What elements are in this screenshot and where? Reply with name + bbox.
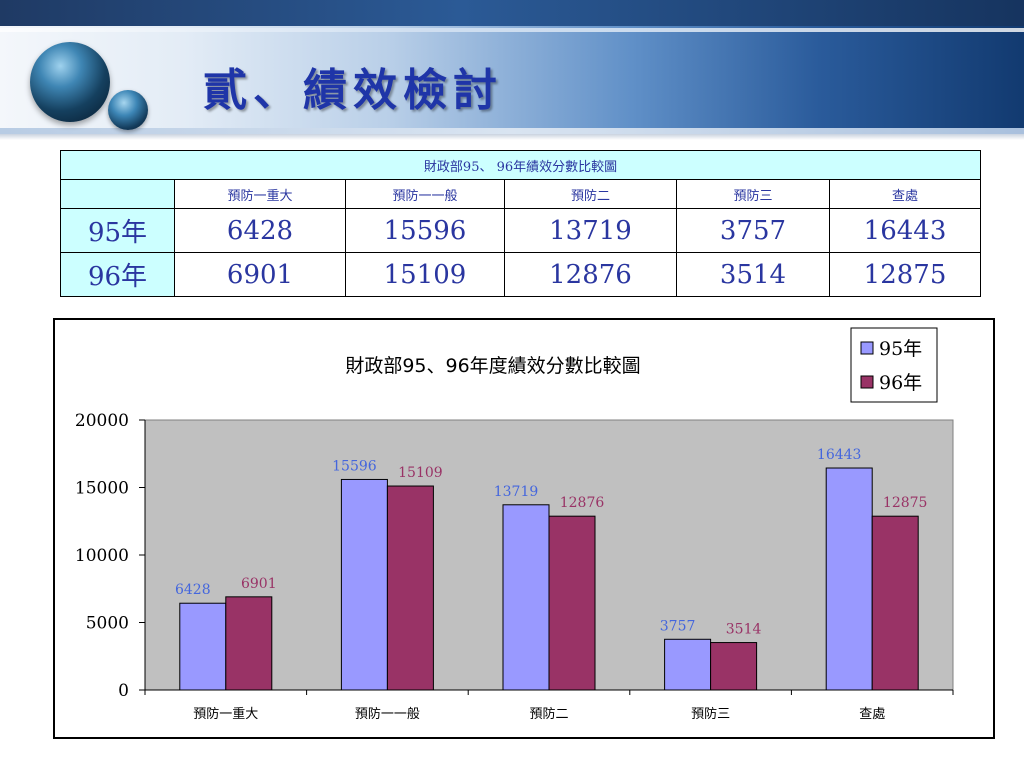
x-category-label: 預防二 [529, 706, 568, 722]
header-shadow [0, 134, 1024, 140]
table-row: 95年 6428 15596 13719 3757 16443 [60, 208, 982, 253]
table-header-row: 預防一重大 預防一一般 預防二 預防三 查處 [60, 179, 982, 209]
bar [340, 478, 388, 691]
bar [825, 467, 873, 691]
legend-label: 95年 [879, 338, 922, 360]
bar [871, 515, 919, 691]
table-cell: 6428 [174, 208, 346, 253]
score-comparison-table: 財政部95、 96年績效分數比較圖 預防一重大 預防一一般 預防二 預防三 查處… [59, 150, 982, 297]
data-label: 6901 [241, 576, 277, 592]
legend-box [850, 327, 938, 403]
column-header: 預防一一般 [345, 179, 505, 209]
header-top-band [0, 0, 1024, 26]
column-header: 查處 [828, 179, 982, 209]
y-tick-label: 5000 [86, 614, 129, 634]
x-category-label: 查處 [859, 707, 885, 722]
chart-legend: 95年 96年 [850, 327, 938, 403]
bar [502, 504, 550, 691]
column-header: 預防二 [504, 179, 677, 209]
table-cell: 12875 [828, 252, 982, 297]
header-bottom-band [0, 128, 1024, 134]
table-cell: 16443 [828, 208, 982, 253]
legend-swatch [860, 341, 874, 355]
table-caption: 財政部95、 96年績效分數比較圖 [59, 150, 982, 180]
plot-area: 0 5000 10000 15000 20000 預防一重大 6428 6901 預防一一般 15… [75, 411, 954, 722]
data-label: 6428 [175, 582, 211, 598]
data-label: 12875 [883, 495, 928, 511]
x-category-label: 預防一重大 [193, 706, 258, 722]
table-cell: 3514 [676, 252, 830, 297]
row-label: 95年 [60, 208, 175, 253]
bar [710, 642, 758, 691]
y-tick-label: 10000 [75, 546, 129, 566]
bar-chart-frame: 財政部95、96年度績效分數比較圖 0 5000 10000 15000 20000 預防… [53, 318, 995, 739]
x-category-label: 預防三 [691, 706, 730, 722]
column-header: 預防一重大 [174, 179, 346, 209]
table-cell: 3757 [676, 208, 830, 253]
column-header: 預防三 [676, 179, 830, 209]
slide-header: 貳、績效檢討 [0, 0, 1024, 140]
y-tick-label: 15000 [75, 479, 129, 499]
bar [179, 602, 227, 691]
large-sphere-icon [30, 42, 110, 122]
data-label: 13719 [494, 484, 539, 500]
table-cell: 15596 [345, 208, 505, 253]
data-label: 15109 [398, 465, 443, 481]
header-stripe [0, 28, 1024, 32]
table-cell: 15109 [345, 252, 505, 297]
row-label: 96年 [60, 252, 175, 297]
bar [548, 515, 596, 691]
data-label: 12876 [560, 495, 605, 511]
legend-label: 96年 [879, 372, 922, 394]
y-tick-label: 20000 [75, 411, 129, 431]
data-label: 16443 [817, 447, 862, 463]
bar [664, 638, 712, 691]
table-cell: 12876 [504, 252, 677, 297]
page-title: 貳、績效檢討 [203, 65, 503, 116]
table-row: 96年 6901 15109 12876 3514 12875 [60, 252, 982, 297]
bar-chart: 財政部95、96年度績效分數比較圖 0 5000 10000 15000 20000 預防… [75, 327, 954, 722]
y-tick-label: 0 [118, 681, 129, 701]
small-sphere-icon [108, 90, 148, 130]
table-corner-cell [60, 179, 175, 209]
bar [225, 596, 273, 691]
chart-title: 財政部95、96年度績效分數比較圖 [345, 355, 640, 377]
table-cell: 13719 [504, 208, 677, 253]
data-label: 3757 [660, 618, 696, 634]
data-label: 3514 [726, 622, 762, 638]
data-label: 15596 [332, 458, 377, 474]
bar [386, 485, 434, 691]
x-category-label: 預防一一般 [355, 706, 420, 722]
table-cell: 6901 [174, 252, 346, 297]
legend-swatch [860, 375, 874, 389]
